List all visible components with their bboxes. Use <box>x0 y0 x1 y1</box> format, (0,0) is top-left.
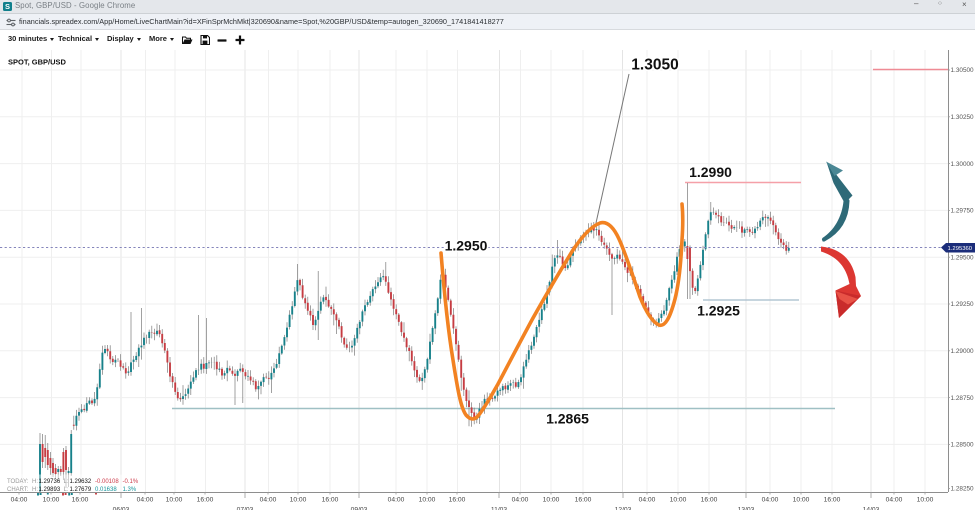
svg-text:04:00: 04:00 <box>137 497 154 504</box>
svg-text:04:00: 04:00 <box>388 497 405 504</box>
svg-text:11/03: 11/03 <box>491 507 508 510</box>
svg-text:07/03: 07/03 <box>237 507 254 510</box>
svg-text:1.29500: 1.29500 <box>951 254 975 261</box>
svg-text:L:: L: <box>64 479 69 485</box>
svg-text:1.30250: 1.30250 <box>951 114 975 121</box>
svg-text:1.2865: 1.2865 <box>546 411 589 427</box>
svg-text:12/03: 12/03 <box>615 507 632 510</box>
svg-text:TODAY:: TODAY: <box>7 479 29 485</box>
svg-text:1.27679: 1.27679 <box>70 487 92 493</box>
svg-text:10:00: 10:00 <box>166 497 183 504</box>
svg-text:1.2990: 1.2990 <box>689 164 732 180</box>
svg-text:14/03: 14/03 <box>863 507 880 510</box>
svg-text:1.29736: 1.29736 <box>39 479 61 485</box>
svg-text:16:00: 16:00 <box>197 497 214 504</box>
svg-text:-0.00108: -0.00108 <box>95 479 119 485</box>
svg-text:16:00: 16:00 <box>701 497 718 504</box>
svg-text:H:: H: <box>32 479 38 485</box>
svg-text:H:: H: <box>32 487 38 493</box>
svg-text:0.01638: 0.01638 <box>95 487 117 493</box>
svg-text:16:00: 16:00 <box>72 497 89 504</box>
svg-text:10:00: 10:00 <box>290 497 307 504</box>
svg-text:06/03: 06/03 <box>113 507 130 510</box>
svg-text:1.2925: 1.2925 <box>697 303 740 319</box>
svg-text:09/03: 09/03 <box>351 507 368 510</box>
svg-text:1.30500: 1.30500 <box>951 67 975 74</box>
svg-text:-0.1%: -0.1% <box>123 479 139 485</box>
svg-text:1.29632: 1.29632 <box>70 479 92 485</box>
svg-text:1.28750: 1.28750 <box>951 395 975 402</box>
svg-text:16:00: 16:00 <box>824 497 841 504</box>
svg-text:1.28500: 1.28500 <box>951 442 975 449</box>
svg-text:1.3%: 1.3% <box>123 487 137 493</box>
svg-text:1.29000: 1.29000 <box>951 348 975 355</box>
svg-text:L:: L: <box>64 487 69 493</box>
svg-text:04:00: 04:00 <box>762 497 779 504</box>
svg-text:16:00: 16:00 <box>575 497 592 504</box>
svg-text:1.29893: 1.29893 <box>39 487 61 493</box>
svg-text:04:00: 04:00 <box>260 497 277 504</box>
svg-text:10:00: 10:00 <box>543 497 560 504</box>
svg-text:1.2950: 1.2950 <box>445 238 488 254</box>
svg-text:1.3050: 1.3050 <box>631 57 678 74</box>
svg-text:10:00: 10:00 <box>43 497 60 504</box>
svg-text:10:00: 10:00 <box>670 497 687 504</box>
svg-text:SPOT, GBP/USD: SPOT, GBP/USD <box>8 58 67 67</box>
svg-text:16:00: 16:00 <box>449 497 466 504</box>
svg-text:04:00: 04:00 <box>639 497 656 504</box>
svg-text:04:00: 04:00 <box>11 497 28 504</box>
svg-text:10:00: 10:00 <box>917 497 934 504</box>
svg-text:13/03: 13/03 <box>738 507 755 510</box>
svg-text:04:00: 04:00 <box>512 497 529 504</box>
svg-text:10:00: 10:00 <box>419 497 436 504</box>
svg-text:1.29250: 1.29250 <box>951 301 975 308</box>
svg-text:04:00: 04:00 <box>886 497 903 504</box>
svg-text:10:00: 10:00 <box>793 497 810 504</box>
svg-text:1.28250: 1.28250 <box>951 486 975 493</box>
svg-text:CHART:: CHART: <box>7 487 29 493</box>
svg-text:1.295360: 1.295360 <box>948 246 973 252</box>
svg-text:16:00: 16:00 <box>322 497 339 504</box>
svg-text:1.29750: 1.29750 <box>951 208 975 215</box>
svg-text:1.30000: 1.30000 <box>951 161 975 168</box>
